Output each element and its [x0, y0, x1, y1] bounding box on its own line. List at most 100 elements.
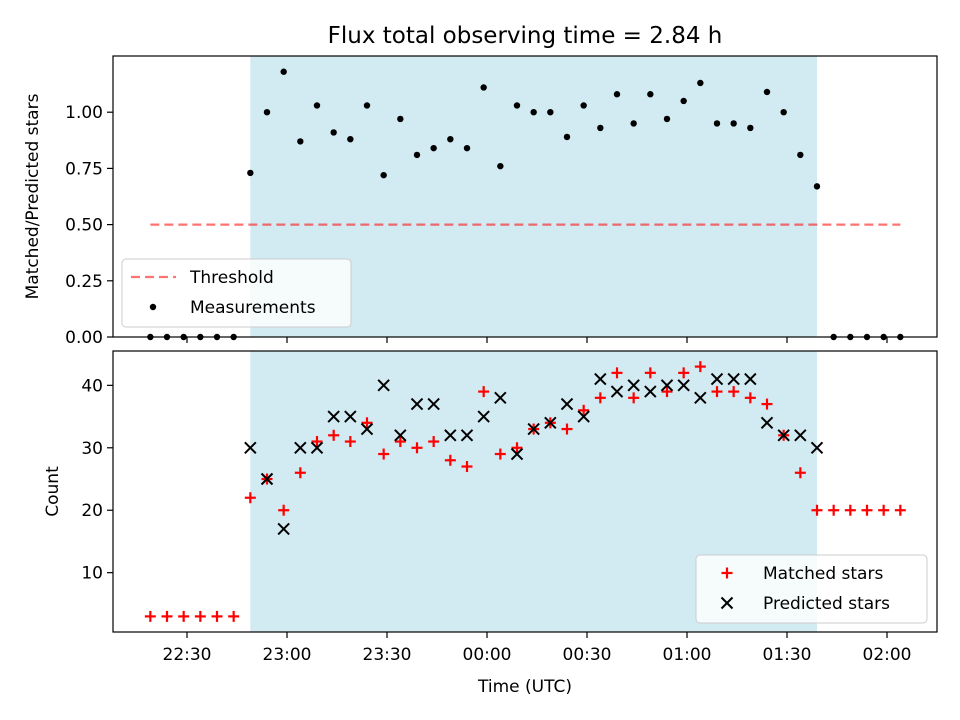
x-tick-label: 01:00 [663, 645, 712, 665]
matched-point [694, 361, 706, 373]
matched-point [794, 467, 806, 479]
x-tick-label: 23:30 [363, 645, 412, 665]
measurement-point [247, 169, 254, 177]
legend-predicted-swatch [720, 596, 734, 610]
predicted-point [344, 410, 357, 423]
measurement-point [630, 120, 637, 127]
predicted-point [444, 429, 457, 442]
matched-point [811, 504, 823, 516]
measurement-point [797, 151, 804, 159]
x-tick-label: 00:30 [563, 645, 612, 665]
legend-threshold-label: Threshold [189, 268, 274, 288]
legend-measurements-label: Measurements [190, 298, 316, 318]
matched-point [728, 386, 740, 398]
predicted-point [694, 391, 707, 405]
matched-point [761, 398, 773, 410]
matched-point [611, 367, 623, 379]
matched-point [328, 429, 340, 441]
legend: Matched stars Predicted stars [695, 554, 928, 624]
matched-point [278, 504, 290, 516]
matched-point [644, 367, 656, 379]
predicted-point [810, 441, 824, 454]
x-tick-label: 22:30 [163, 645, 212, 665]
matched-point [828, 504, 840, 516]
legend-box [695, 554, 928, 624]
x-tick-label: 23:00 [263, 645, 312, 665]
predicted-point [644, 385, 657, 398]
x-tick-label: 00:00 [463, 645, 512, 665]
measurement-point [280, 68, 287, 75]
y-axis-label: Count [43, 466, 63, 517]
measurement-point [530, 109, 537, 116]
matched-point [228, 610, 240, 622]
y-tick-label: 20 [81, 501, 103, 521]
plot-frame [112, 350, 938, 633]
x-tick-label: 02:00 [863, 645, 912, 665]
predicted-point [560, 397, 574, 411]
bottom-panel: 10 20 30 40 22:30 23:00 23:30 00:00 00:30 01:00 01… [43, 350, 938, 697]
measurement-point [563, 133, 571, 141]
matched-point [178, 610, 190, 622]
matched-point [444, 454, 456, 466]
measurement-point [780, 109, 787, 116]
measurement-point [747, 124, 754, 132]
predicted-point [527, 422, 540, 436]
predicted-point [477, 410, 490, 423]
matched-point [894, 504, 906, 516]
matched-point [311, 436, 323, 448]
matched-point [461, 461, 473, 473]
measurement-point [380, 171, 387, 179]
measurement-point [497, 162, 504, 170]
matched-point [344, 436, 356, 448]
y-tick-label: 0.25 [65, 272, 103, 292]
matched-point [844, 504, 856, 516]
measurement-point [547, 109, 554, 116]
y-tick-label: 0.50 [65, 216, 103, 236]
matched-point [244, 492, 256, 504]
matched-point [394, 436, 406, 448]
matched-point [711, 386, 723, 398]
predicted-point [610, 385, 624, 398]
y-tick-label: 40 [81, 376, 103, 396]
y-tick-label: 1.00 [65, 103, 103, 123]
measurement-point [463, 144, 471, 152]
predicted-point [310, 441, 324, 454]
predicted-point [594, 372, 607, 386]
predicted-point [627, 379, 640, 392]
y-axis-label: Matched/Predicted stars [23, 93, 43, 299]
matched-point [194, 610, 206, 622]
predicted-point [744, 372, 757, 386]
legend-predicted-label: Predicted stars [763, 594, 890, 614]
predicted-point [494, 391, 507, 405]
measurement-point [430, 144, 437, 152]
legend-matched-swatch [721, 567, 733, 579]
measurement-point [680, 97, 687, 105]
matched-point [578, 404, 590, 416]
y-tick-label: 0.75 [65, 159, 103, 179]
measurement-point [480, 84, 487, 91]
matched-point [878, 504, 890, 516]
measurement-point [330, 129, 337, 136]
measurement-point [263, 109, 271, 116]
x-axis-label: Time (UTC) [477, 677, 572, 697]
matched-point [511, 442, 523, 454]
matched-point [744, 392, 756, 404]
matched-point [294, 467, 306, 479]
predicted-point [677, 379, 690, 392]
measurement-point [597, 124, 604, 132]
predicted-point [244, 441, 257, 454]
measurement-point [697, 79, 704, 87]
measurement-point [713, 120, 721, 127]
predicted-point [260, 472, 274, 486]
matched-point [628, 392, 640, 404]
measurement-point [413, 151, 421, 159]
measurement-point [647, 91, 654, 98]
predicted-point [727, 372, 740, 386]
predicted-point [460, 429, 474, 442]
predicted-point [427, 397, 440, 411]
measurement-point [813, 183, 821, 190]
predicted-point [660, 379, 674, 392]
matched-point [378, 448, 390, 460]
y-tick-label: 10 [81, 564, 103, 584]
measurement-point [313, 102, 321, 109]
